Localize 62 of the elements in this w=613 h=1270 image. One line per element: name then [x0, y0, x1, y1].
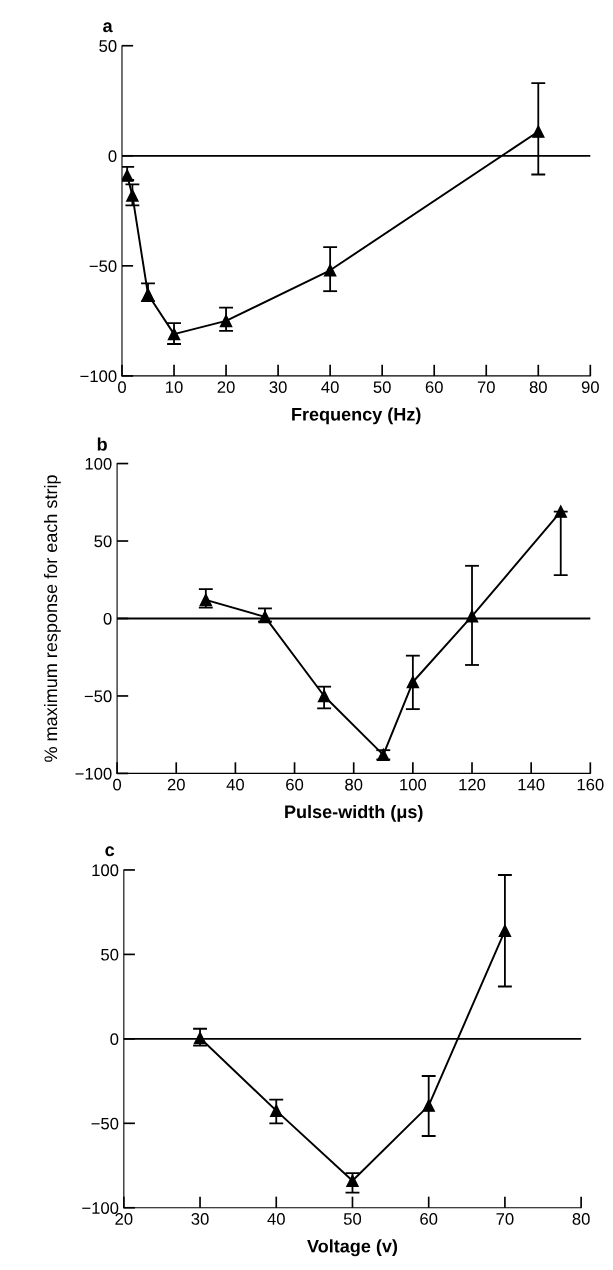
x-tick-label: 80: [529, 381, 547, 394]
point: [532, 125, 545, 138]
x-tick-label: 50: [343, 1213, 362, 1225]
x-tick-label: 50: [373, 381, 391, 394]
x-tick-label: 40: [226, 778, 245, 791]
chart-title: b: [97, 437, 107, 451]
x-tick-label: 70: [496, 1213, 514, 1225]
y-tick-label: −100: [82, 1202, 119, 1214]
point: [219, 314, 233, 328]
y-tick-label: 50: [99, 40, 117, 52]
x-tick-label: 140: [518, 778, 545, 791]
point: [317, 689, 331, 703]
point: [498, 924, 512, 938]
x-tick-label: 80: [345, 778, 363, 791]
y-tick-label: −50: [84, 690, 112, 703]
y-tick-label: −50: [91, 1117, 119, 1130]
point: [323, 264, 337, 277]
y-tick-label: 100: [92, 864, 119, 877]
y-tick-label: 0: [108, 150, 117, 162]
x-tick-label: 60: [420, 1213, 438, 1225]
point: [199, 593, 213, 607]
y-axis-title: % maximum response for each strip: [43, 475, 61, 762]
y-tick-label: −100: [80, 370, 117, 383]
x-tick-label: 30: [191, 1213, 209, 1225]
x-tick-label: 70: [477, 381, 495, 394]
y-tick-label: −100: [75, 767, 112, 780]
chart-title: a: [103, 22, 113, 33]
y-tick-label: 50: [101, 948, 119, 961]
x-tick-label: 40: [267, 1213, 285, 1225]
point: [406, 675, 420, 689]
x-tick-label: 20: [167, 778, 185, 791]
y-tick-label: −50: [89, 260, 117, 273]
point: [554, 505, 567, 518]
chart-title: c: [105, 846, 115, 857]
y-tick-label: 0: [103, 612, 112, 625]
x-tick-label: 160: [577, 778, 604, 791]
point: [167, 327, 181, 341]
point: [465, 609, 479, 623]
x-tick-label: 20: [217, 381, 235, 394]
point: [121, 169, 134, 182]
x-tick-label: 10: [166, 381, 183, 394]
x-tick-label: 100: [400, 778, 427, 791]
y-tick-label: 50: [94, 535, 112, 548]
x-tick-label: 30: [269, 381, 287, 394]
point: [346, 1174, 359, 1187]
x-tick-label: 20: [115, 1213, 133, 1225]
x-tick-label: 120: [459, 778, 486, 791]
x-tick-label: 80: [572, 1213, 590, 1225]
x-tick-label: 60: [425, 381, 443, 394]
x-tick-label: 90: [581, 381, 599, 394]
y-tick-label: 0: [110, 1033, 119, 1046]
x-axis-title: Frequency (Hz): [292, 407, 421, 425]
x-tick-label: 60: [286, 778, 304, 791]
x-axis-title: Pulse-width (μs): [285, 804, 423, 822]
point: [141, 288, 155, 301]
x-axis-title: Voltage (v): [307, 1239, 398, 1257]
point: [422, 1099, 435, 1112]
point: [270, 1104, 283, 1117]
y-tick-label: 100: [85, 457, 112, 470]
point: [193, 1031, 207, 1045]
x-tick-label: 40: [321, 381, 339, 394]
point: [126, 189, 139, 202]
